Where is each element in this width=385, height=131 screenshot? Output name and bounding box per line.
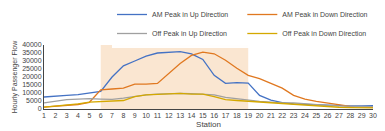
svg-text:1: 1 bbox=[42, 112, 46, 119]
svg-text:24: 24 bbox=[301, 112, 309, 119]
svg-text:Off Peak in Up Direction: Off Peak in Up Direction bbox=[152, 30, 227, 38]
svg-text:20000: 20000 bbox=[22, 73, 42, 80]
svg-text:16: 16 bbox=[210, 112, 218, 119]
svg-text:14: 14 bbox=[188, 112, 196, 119]
svg-text:4: 4 bbox=[76, 112, 80, 119]
svg-text:8: 8 bbox=[121, 112, 125, 119]
svg-text:25: 25 bbox=[312, 112, 320, 119]
svg-text:18: 18 bbox=[233, 112, 241, 119]
svg-text:19: 19 bbox=[244, 112, 252, 119]
svg-text:13: 13 bbox=[176, 112, 184, 119]
svg-text:5000: 5000 bbox=[26, 97, 42, 104]
svg-text:Hourly Passenger Flow: Hourly Passenger Flow bbox=[11, 40, 19, 113]
svg-text:23: 23 bbox=[290, 112, 298, 119]
svg-text:7: 7 bbox=[110, 112, 114, 119]
svg-text:0: 0 bbox=[38, 105, 42, 112]
svg-text:28: 28 bbox=[346, 112, 354, 119]
svg-text:29: 29 bbox=[358, 112, 366, 119]
svg-text:9: 9 bbox=[133, 112, 137, 119]
svg-text:2: 2 bbox=[53, 112, 57, 119]
svg-text:5: 5 bbox=[87, 112, 91, 119]
svg-text:11: 11 bbox=[154, 112, 161, 119]
svg-text:30: 30 bbox=[369, 112, 377, 119]
svg-text:21: 21 bbox=[267, 112, 275, 119]
svg-text:10000: 10000 bbox=[22, 89, 42, 96]
svg-text:Off Peak in Down Direction: Off Peak in Down Direction bbox=[282, 30, 366, 37]
svg-text:Station: Station bbox=[196, 120, 221, 129]
svg-text:25000: 25000 bbox=[22, 65, 42, 72]
svg-text:20: 20 bbox=[256, 112, 264, 119]
svg-text:3: 3 bbox=[65, 112, 69, 119]
svg-text:6: 6 bbox=[99, 112, 103, 119]
svg-text:35000: 35000 bbox=[22, 49, 42, 56]
svg-text:10: 10 bbox=[142, 112, 150, 119]
svg-text:40000: 40000 bbox=[22, 41, 42, 48]
svg-text:AM Peak in Up Direction: AM Peak in Up Direction bbox=[152, 11, 228, 19]
svg-text:12: 12 bbox=[165, 112, 173, 119]
svg-text:15: 15 bbox=[199, 112, 207, 119]
svg-text:AM Peak in Down Direction: AM Peak in Down Direction bbox=[282, 11, 367, 18]
svg-text:15000: 15000 bbox=[22, 81, 42, 88]
svg-text:30000: 30000 bbox=[22, 57, 42, 64]
svg-text:27: 27 bbox=[335, 112, 343, 119]
svg-text:17: 17 bbox=[222, 112, 230, 119]
svg-text:26: 26 bbox=[324, 112, 332, 119]
svg-text:22: 22 bbox=[278, 112, 286, 119]
